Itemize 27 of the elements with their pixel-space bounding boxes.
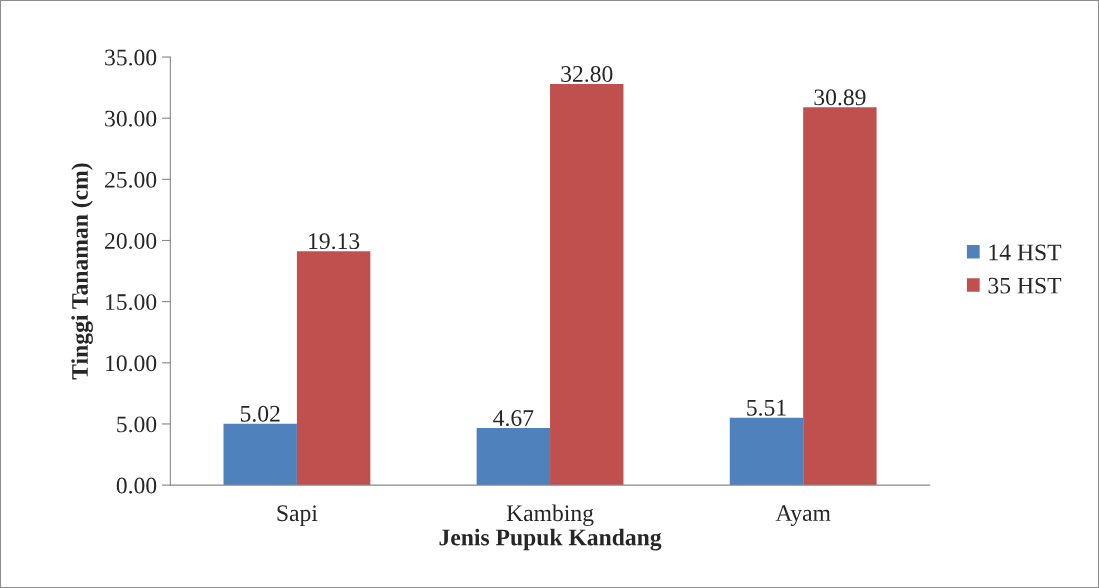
y-tick-label: 25.00 xyxy=(105,171,157,188)
data-label: 32.80 xyxy=(561,65,613,83)
bar xyxy=(296,251,371,486)
data-label: 30.89 xyxy=(814,89,866,106)
data-label: 19.13 xyxy=(309,233,360,250)
bar xyxy=(223,423,297,486)
bar xyxy=(550,83,624,486)
x-tick-label: Ayam xyxy=(775,505,831,526)
y-tick-label: 30.00 xyxy=(105,110,157,127)
legend-label: 14 HST xyxy=(989,244,1062,261)
data-label: 5.02 xyxy=(240,405,280,422)
y-axis-title: Tinggi Tanaman (cm) xyxy=(71,163,93,380)
data-label: 5.51 xyxy=(747,399,786,416)
legend-label: 35 HST xyxy=(988,277,1062,294)
x-tick-label: Sapi xyxy=(277,505,318,526)
y-tick-label: 5.00 xyxy=(117,416,157,433)
y-tick-label: 0.00 xyxy=(116,477,157,494)
bar xyxy=(803,107,877,486)
y-tick-label: 20.00 xyxy=(105,232,157,250)
bar xyxy=(729,417,804,486)
data-label: 4.67 xyxy=(493,410,534,427)
x-axis-title: Jenis Pupuk Kandang xyxy=(439,528,662,551)
y-tick-label: 15.00 xyxy=(106,294,157,311)
y-tick-label: 10.00 xyxy=(106,355,157,372)
y-tick-label: 35.00 xyxy=(105,49,157,66)
bar xyxy=(476,427,551,486)
x-tick-label: Kambing xyxy=(506,504,594,527)
